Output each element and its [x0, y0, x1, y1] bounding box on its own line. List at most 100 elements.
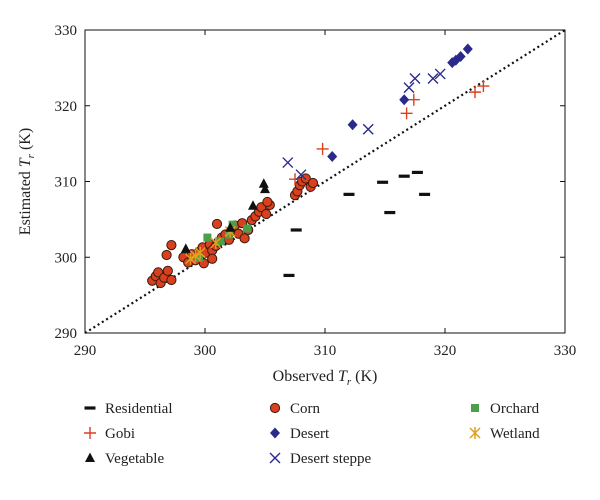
legend-label: Vegetable	[105, 451, 164, 467]
y-tick-label: 310	[55, 175, 78, 191]
data-point	[469, 86, 481, 99]
legend-marker	[85, 452, 95, 462]
legend-item-orchard: Orchard	[471, 401, 540, 417]
legend-item-corn: Corn	[269, 401, 321, 417]
y-tick-label: 320	[55, 99, 78, 115]
data-point	[203, 233, 212, 242]
legend-label: Gobi	[105, 426, 135, 442]
x-tick-label: 310	[314, 343, 337, 359]
data-point	[258, 178, 269, 188]
data-point	[166, 274, 177, 286]
data-point	[166, 240, 177, 251]
x-tick-label: 290	[74, 343, 97, 359]
legend: Residential Corn Orchard Gobi Desert Wetland V…	[84, 401, 540, 467]
data-point	[411, 170, 423, 175]
data-point	[211, 218, 223, 230]
data-point	[290, 228, 302, 232]
data-point	[194, 246, 206, 259]
data-point	[477, 80, 490, 93]
data-point	[225, 222, 236, 232]
series-desert-steppe	[282, 68, 446, 181]
y-tick-label: 300	[55, 250, 78, 266]
legend-marker	[269, 452, 281, 464]
x-axis-label: Observed Tr (K)	[273, 368, 378, 388]
data-point	[409, 72, 421, 84]
data-point	[419, 192, 431, 196]
plot-area	[84, 29, 566, 334]
series-desert	[327, 43, 473, 163]
legend-marker	[84, 427, 96, 439]
data-point	[300, 173, 311, 184]
legend-marker	[270, 427, 280, 439]
data-point	[462, 43, 473, 55]
series-wetland	[185, 225, 236, 265]
legend-marker	[269, 402, 281, 414]
data-point	[400, 107, 413, 120]
data-point	[327, 151, 338, 163]
one-to-one-line	[84, 29, 566, 334]
x-tick-label: 330	[554, 343, 577, 359]
data-point	[189, 249, 201, 262]
data-point	[347, 119, 358, 131]
data-point	[434, 68, 446, 80]
data-point	[216, 237, 225, 246]
data-point	[403, 82, 415, 94]
data-point	[398, 174, 410, 178]
data-point	[207, 253, 218, 264]
data-point	[243, 224, 251, 233]
data-point	[384, 210, 396, 215]
data-point	[455, 51, 466, 63]
x-tick-label: 300	[194, 343, 217, 359]
data-point	[248, 200, 258, 210]
legend-item-residential: Residential	[84, 401, 173, 417]
data-point	[283, 273, 295, 278]
data-point	[225, 230, 233, 239]
legend-label: Residential	[105, 401, 173, 417]
legend-label: Orchard	[490, 401, 540, 417]
legend-item-vegetable: Vegetable	[85, 451, 164, 467]
data-point	[261, 208, 272, 220]
data-point	[399, 94, 410, 106]
data-point	[362, 123, 374, 135]
data-point	[307, 177, 319, 189]
y-tick-label: 330	[55, 23, 78, 39]
data-point	[289, 173, 301, 186]
legend-item-wetland: Wetland	[469, 426, 540, 442]
legend-item-gobi: Gobi	[84, 426, 135, 442]
data-point	[407, 93, 420, 106]
legend-marker	[469, 427, 481, 439]
y-axis-label: Estimated Tr (K)	[17, 128, 37, 235]
y-tick-label: 290	[55, 326, 78, 342]
data-point	[228, 220, 237, 229]
data-point	[377, 180, 389, 184]
data-point	[427, 72, 439, 84]
legend-label: Desert	[290, 426, 330, 442]
legend-marker	[471, 404, 479, 412]
data-point	[343, 192, 355, 196]
data-point	[262, 196, 273, 208]
axes: 290 300 310 320 330 290 300 310 320 330 Observed T…	[17, 23, 576, 388]
data-point	[161, 249, 172, 261]
data-point	[162, 265, 173, 276]
x-tick-label: 320	[434, 343, 457, 359]
legend-item-desert-steppe: Desert steppe	[269, 451, 372, 467]
data-point	[282, 157, 294, 169]
data-point	[195, 254, 203, 263]
legend-label: Desert steppe	[290, 451, 372, 467]
series-orchard	[195, 220, 251, 263]
series-gobi	[289, 80, 490, 186]
legend-label: Wetland	[490, 426, 540, 442]
data-point	[316, 142, 329, 155]
series-vegetable	[180, 178, 270, 253]
series-residential	[283, 170, 431, 278]
data-point	[180, 243, 191, 253]
legend-label: Corn	[290, 401, 321, 417]
series-corn	[147, 173, 319, 289]
legend-item-desert: Desert	[270, 426, 330, 442]
legend-marker	[84, 406, 96, 410]
data-point	[260, 183, 270, 194]
data-point	[295, 169, 307, 181]
data-point	[185, 252, 197, 265]
